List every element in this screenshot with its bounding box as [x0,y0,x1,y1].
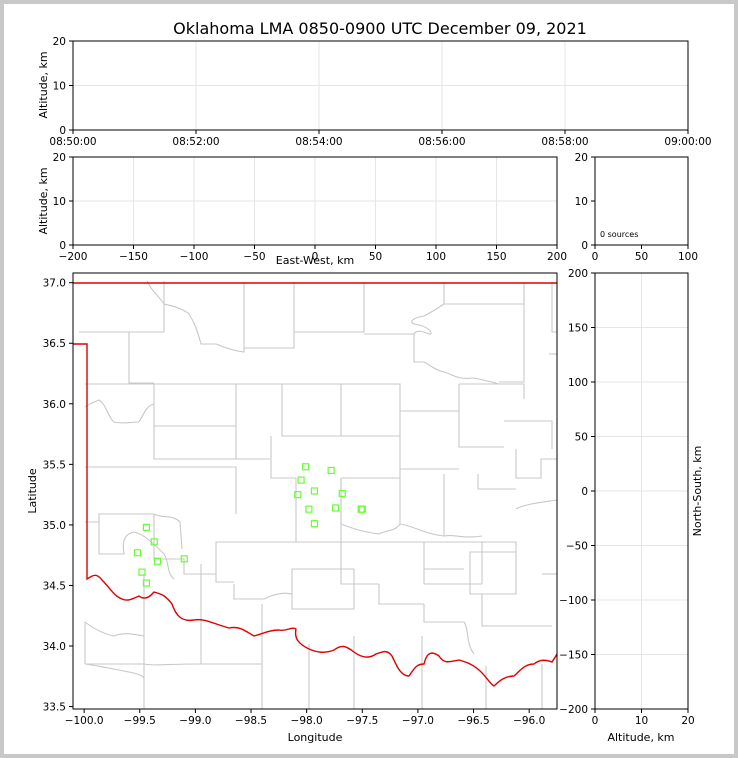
x-tick-label: 08:56:00 [418,136,465,148]
y-tick-label: −50 [566,541,588,553]
county-boundaries [79,280,557,709]
x-tick-label: 0 [312,251,319,263]
y-tick-label: 100 [568,377,588,389]
y-tick-label: 35.5 [43,459,66,471]
time-altitude-panel: 08:50:00 08:52:00 08:54:00 08:56:00 08:58:00… [37,36,712,148]
altitude-histogram-panel: 0 50 100 0 10 20 0 sources [575,152,698,263]
y-tick-label: 20 [53,36,66,48]
source-point [153,557,162,565]
x-tick-label: 09:00:00 [664,136,711,148]
x-tick-label: 08:58:00 [541,136,588,148]
y-tick-label: 0 [59,240,66,252]
source-point [180,555,188,563]
y-tick-label: −200 [559,704,588,716]
x-tick-label: −99.5 [124,715,156,727]
x-tick-label: −99.0 [179,715,211,727]
x-tick-label: 50 [635,251,648,263]
source-point [294,491,302,499]
y-tick-label: 34.5 [43,580,66,592]
plan-view-panel: −100.0 −99.5 −99.0 −98.5 −98.0 −97.5 −97.0 −96.… [26,272,558,744]
x-tick-label: 50 [369,251,382,263]
y-tick-label: 20 [575,152,588,164]
source-point [133,549,142,557]
y-tick-label: 33.5 [43,702,66,714]
source-point [301,463,310,471]
east-west-altitude-panel: −200 −150 −100 −50 0 50 100 150 200 0 10 20 Altitud… [37,152,567,267]
x-tick-label: 08:54:00 [295,136,342,148]
x-tick-label: 100 [426,251,446,263]
x-tick-label: −97.0 [402,715,434,727]
x-tick-label: 200 [547,251,567,263]
x-tick-label: −97.5 [346,715,378,727]
x-tick-label: −50 [243,251,265,263]
north-south-altitude-panel: 0 10 20 −200 −150 −100 −50 0 50 100 150 200 North-S… [559,268,704,744]
y-tick-label: 150 [568,323,588,335]
x-tick-label: −100.0 [65,715,104,727]
x-tick-label: 0 [592,715,599,727]
source-point [305,505,313,513]
north-south-ylabel: North-South, km [691,446,704,537]
y-tick-label: −150 [559,650,588,662]
x-tick-label: 150 [486,251,506,263]
y-tick-label: 35.0 [43,520,66,532]
y-tick-label: −100 [559,595,588,607]
source-point [142,523,151,531]
source-point [331,504,340,512]
oklahoma-state-border [73,282,558,687]
x-tick-label: 0 [592,251,599,263]
y-tick-label: 36.5 [43,338,66,350]
figure-title: Oklahoma LMA 0850-0900 UTC December 09, … [173,19,587,38]
x-tick-label: 08:52:00 [172,136,219,148]
y-tick-label: 50 [575,432,588,444]
y-tick-label: 200 [568,268,588,280]
x-tick-label: −96.0 [513,715,545,727]
plan-view-frame [72,272,558,710]
y-tick-label: 10 [575,196,588,208]
x-tick-label: −100 [180,251,209,263]
source-point [358,505,366,513]
figure: Oklahoma LMA 0850-0900 UTC December 09, … [26,19,712,744]
plan-view-xlabel: Longitude [288,731,343,744]
source-point [142,579,151,587]
source-point [297,476,305,484]
source-point [327,466,335,475]
y-tick-label: 0 [581,240,588,252]
source-point [138,568,146,576]
x-tick-label: −98.5 [235,715,267,727]
y-tick-label: 34.0 [43,641,66,653]
source-point [338,489,346,498]
x-tick-label: −150 [119,251,148,263]
east-west-altitude-ylabel: Altitude, km [37,167,50,234]
x-tick-label: −96.5 [457,715,489,727]
source-count-annotation: 0 sources [600,230,638,239]
x-tick-label: −200 [59,251,88,263]
east-west-xlabel: East-West, km [276,254,354,267]
source-points [133,463,366,587]
x-tick-label: 20 [681,715,694,727]
y-tick-label: 37.0 [43,278,66,290]
plan-view-ylabel: Latitude [26,468,39,514]
time-altitude-ylabel: Altitude, km [37,51,50,118]
north-south-xlabel: Altitude, km [607,731,674,744]
y-tick-label: 0 [581,486,588,498]
y-tick-label: 10 [53,81,66,93]
y-tick-label: 20 [53,152,66,164]
x-tick-label: 100 [678,251,698,263]
source-point [310,487,319,495]
figure-canvas: Oklahoma LMA 0850-0900 UTC December 09, … [4,4,734,754]
y-tick-label: 36.0 [43,399,66,411]
y-tick-label: 0 [59,125,66,137]
x-tick-label: −98.0 [291,715,323,727]
x-tick-label: 10 [635,715,648,727]
source-point [310,520,319,528]
source-point [150,538,158,546]
y-tick-label: 10 [53,196,66,208]
x-tick-label: 08:50:00 [49,136,96,148]
